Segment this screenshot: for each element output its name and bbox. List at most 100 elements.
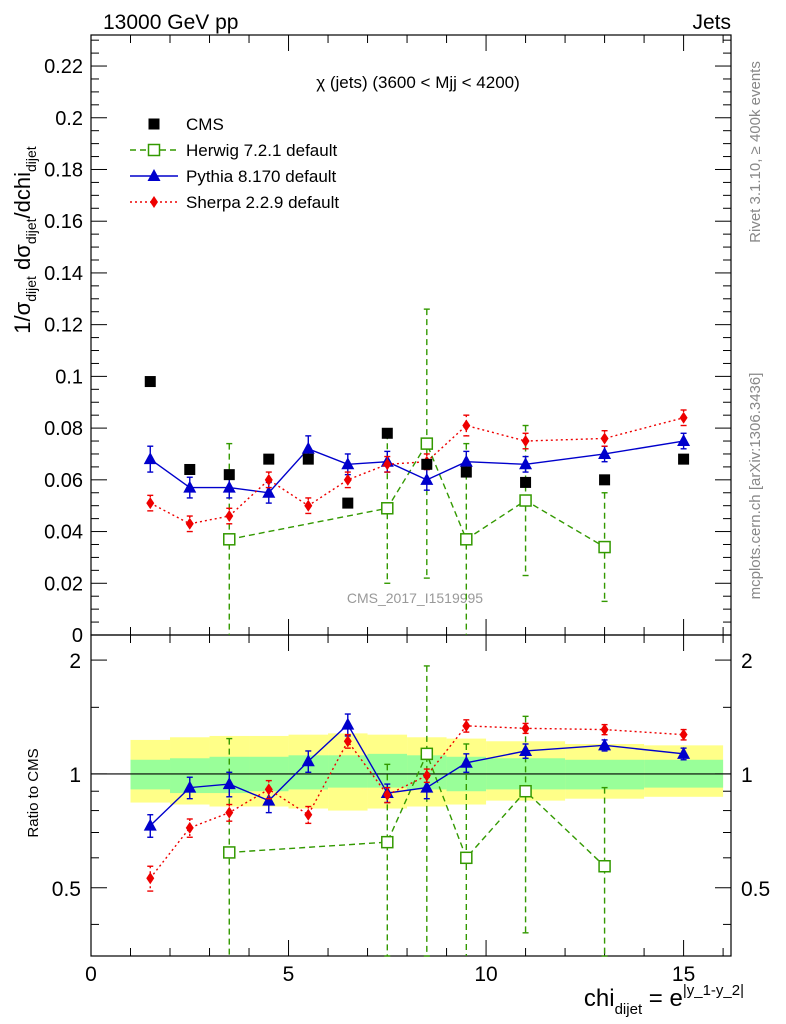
data-point xyxy=(460,533,473,546)
header-right: Jets xyxy=(692,11,731,34)
data-point xyxy=(225,806,234,819)
data-point xyxy=(222,480,236,493)
data-point xyxy=(422,769,431,782)
legend-marker xyxy=(147,143,161,157)
y-tick-label: 0.22 xyxy=(44,56,83,78)
series-line xyxy=(229,752,606,867)
data-point xyxy=(600,432,609,445)
series-ratio xyxy=(146,719,688,892)
data-point xyxy=(677,746,691,759)
data-point xyxy=(679,728,688,741)
ratio-tick-label-right: 0.5 xyxy=(741,878,770,901)
data-point xyxy=(420,437,434,450)
y-tick-label: 0.16 xyxy=(44,211,83,233)
series-main xyxy=(223,308,611,635)
data-point xyxy=(598,859,611,873)
data-point xyxy=(343,735,352,748)
rivet-label: Rivet 3.1.10, ≥ 400k events xyxy=(747,61,764,243)
data-point xyxy=(459,755,473,768)
ratio-tick-label: 2 xyxy=(69,650,81,673)
band-stat-bin xyxy=(328,755,368,788)
band-stat-bin xyxy=(130,759,171,790)
y-tick-label: 0 xyxy=(72,625,83,647)
series-main xyxy=(144,376,690,509)
series-main xyxy=(146,409,688,533)
data-point xyxy=(598,446,612,459)
data-point xyxy=(460,851,473,865)
legend-marker xyxy=(150,196,158,208)
plot-title: χ (jets) (3600 < Mjj < 4200) xyxy=(316,73,520,92)
data-point xyxy=(143,818,157,831)
data-point xyxy=(304,499,313,512)
ratio-tick-label: 1 xyxy=(69,764,81,787)
y-axis-label-main: 1/σdijet dσdijet/dchidijet xyxy=(10,146,39,334)
y-tick-label: 0.02 xyxy=(44,573,83,595)
data-point xyxy=(343,473,352,486)
data-point xyxy=(519,784,532,798)
data-point xyxy=(144,376,156,388)
y-tick-label: 0.08 xyxy=(44,418,83,440)
series-line xyxy=(149,723,684,827)
ratio-frame xyxy=(90,634,732,957)
mcplots-label: mcplots.cern.ch [arXiv:1306.3436] xyxy=(747,373,764,600)
data-point xyxy=(262,793,276,806)
y-tick-label: 0.2 xyxy=(55,108,83,130)
data-point xyxy=(263,453,275,465)
data-point xyxy=(341,717,355,730)
data-point xyxy=(223,469,235,481)
x-tick-label: 5 xyxy=(283,963,295,986)
data-point xyxy=(185,821,194,834)
data-point xyxy=(304,808,313,821)
data-point xyxy=(222,777,236,790)
data-point xyxy=(462,419,471,432)
legend-label: CMS xyxy=(186,115,224,134)
data-point xyxy=(225,510,234,523)
data-point xyxy=(183,780,197,793)
data-point xyxy=(599,474,611,486)
legend-label: Herwig 7.2.1 default xyxy=(186,141,337,160)
legend: CMS Herwig 7.2.1 default Pythia 8.170 defa… xyxy=(130,115,339,212)
data-point xyxy=(264,473,273,486)
y-tick-label: 0.06 xyxy=(44,470,83,492)
data-point xyxy=(223,846,236,859)
data-point xyxy=(678,453,690,465)
data-point xyxy=(383,458,392,471)
data-point xyxy=(185,517,194,530)
band-stat-bin xyxy=(367,753,408,788)
legend-label: Sherpa 2.2.9 default xyxy=(186,193,339,212)
data-point xyxy=(521,722,530,735)
data-point xyxy=(383,788,392,801)
data-point xyxy=(146,497,155,510)
series-main xyxy=(143,432,691,504)
band-stat-bin xyxy=(565,759,645,790)
data-point xyxy=(521,435,530,448)
data-point xyxy=(600,723,609,736)
data-point xyxy=(262,485,276,498)
data-point xyxy=(420,472,434,485)
data-point xyxy=(520,476,532,488)
y-tick-label: 0.12 xyxy=(44,315,83,337)
axes: 0 0.02 0.04 0.06 0.08 0.1 0.12 0.14 0.16 0.18 0.2 0… xyxy=(44,35,770,986)
data-point xyxy=(420,747,434,761)
series-line xyxy=(149,440,684,494)
y-axis-label-ratio: Ratio to CMS xyxy=(25,748,42,837)
data-point xyxy=(677,434,691,447)
data-point xyxy=(598,540,611,554)
y-tick-label: 0.04 xyxy=(44,522,83,544)
ratio-tick-label-right: 1 xyxy=(741,764,753,787)
y-tick-label: 0.18 xyxy=(44,159,83,181)
data-point xyxy=(519,494,532,507)
data-point xyxy=(421,458,433,470)
data-point xyxy=(381,835,394,849)
data-point xyxy=(462,719,471,732)
legend-label: Pythia 8.170 default xyxy=(186,167,337,186)
data-point xyxy=(342,497,354,509)
data-point xyxy=(301,754,315,767)
data-point xyxy=(679,411,688,424)
header-left: 13000 GeV pp xyxy=(103,11,238,34)
legend-marker xyxy=(148,118,160,130)
data-point xyxy=(223,533,236,546)
data-point xyxy=(143,452,157,465)
series-line xyxy=(149,725,684,879)
